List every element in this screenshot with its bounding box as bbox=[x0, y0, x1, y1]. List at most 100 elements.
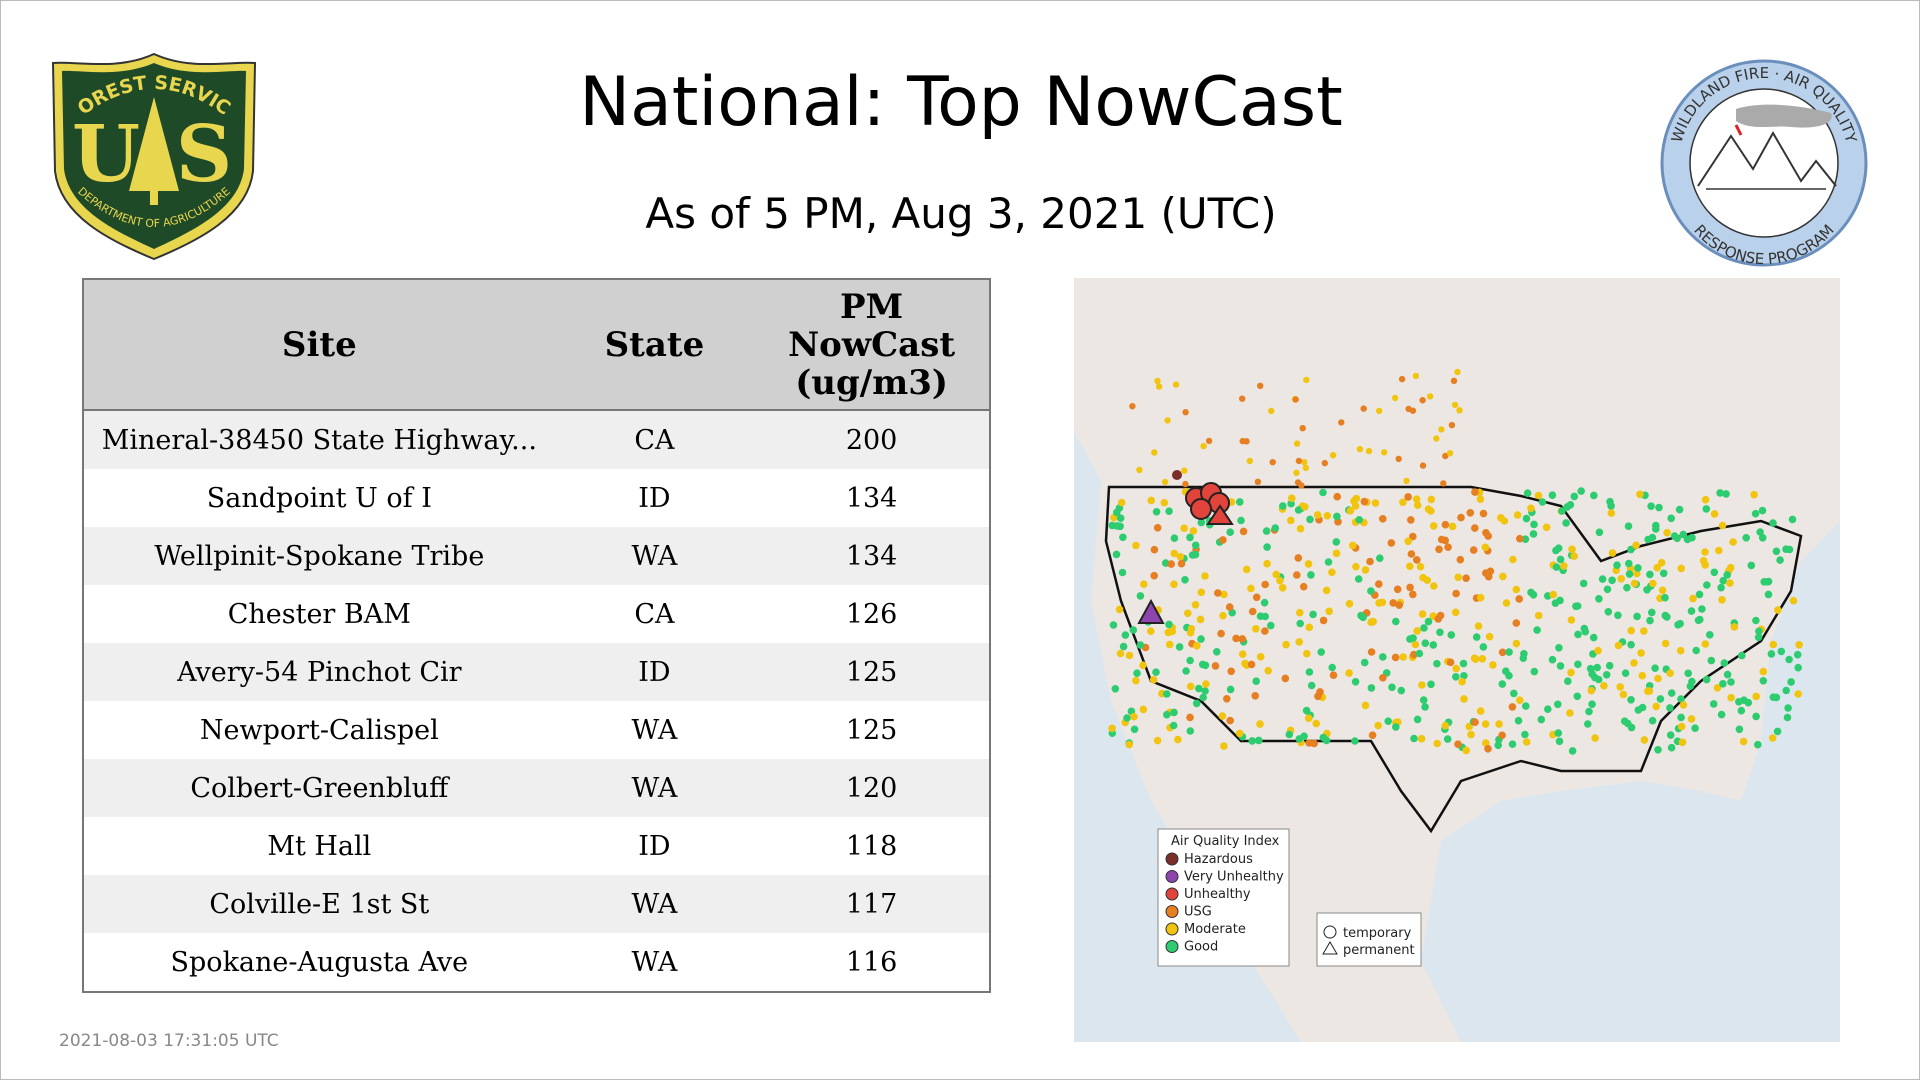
site-dot bbox=[1170, 534, 1179, 542]
site-dot bbox=[1248, 737, 1256, 745]
site-dot bbox=[1458, 677, 1466, 686]
site-dot bbox=[1161, 478, 1169, 486]
site-dot bbox=[1409, 634, 1417, 642]
site-dot bbox=[1415, 649, 1424, 658]
site-cell: Newport-Calispel bbox=[83, 701, 555, 759]
site-dot bbox=[1702, 675, 1711, 684]
site-dot bbox=[1630, 579, 1639, 588]
table-row: Sandpoint U of I ID 134 bbox=[83, 469, 990, 527]
site-dot bbox=[1261, 627, 1269, 635]
legend-swatch bbox=[1165, 852, 1179, 866]
site-dot bbox=[1466, 509, 1475, 517]
site-dot bbox=[1322, 586, 1331, 595]
site-dot bbox=[1566, 709, 1574, 717]
site-dot bbox=[1476, 707, 1485, 715]
site-dot bbox=[1614, 611, 1622, 620]
legend-label: Unhealthy bbox=[1184, 887, 1251, 902]
site-dot bbox=[1217, 629, 1225, 638]
site-dot bbox=[1305, 668, 1314, 676]
site-dot bbox=[1607, 509, 1616, 517]
site-dot bbox=[1360, 497, 1369, 506]
site-dot bbox=[1424, 505, 1433, 513]
site-dot bbox=[1441, 536, 1449, 545]
site-dot bbox=[1481, 543, 1490, 552]
site-dot bbox=[1742, 534, 1750, 542]
site-dot bbox=[1219, 536, 1227, 544]
site-dot bbox=[1608, 549, 1617, 557]
site-dot bbox=[1379, 674, 1387, 682]
site-dot bbox=[1494, 741, 1502, 750]
forest-service-logo: FOREST SERVICE U S DEPARTMENT OF AGRICUL… bbox=[1, 1, 257, 261]
site-dot bbox=[1481, 720, 1490, 728]
site-dot bbox=[1152, 668, 1160, 676]
site-dot bbox=[1713, 684, 1722, 692]
legend-swatch bbox=[1165, 922, 1179, 936]
site-dot bbox=[1447, 631, 1456, 639]
site-dot bbox=[1735, 725, 1744, 734]
table-row: Mt Hall ID 118 bbox=[83, 817, 990, 875]
site-triangle bbox=[1206, 504, 1234, 525]
site-dot bbox=[1573, 692, 1582, 701]
site-dot bbox=[1307, 571, 1315, 579]
site-dot bbox=[1175, 643, 1184, 651]
state-cell: ID bbox=[554, 643, 755, 701]
site-dot bbox=[1570, 552, 1578, 560]
site-dot bbox=[1632, 541, 1640, 550]
site-dot bbox=[1585, 707, 1593, 716]
site-dot bbox=[1479, 643, 1488, 651]
site-dot bbox=[1184, 609, 1192, 618]
site-dot bbox=[1430, 582, 1438, 590]
site-dot bbox=[1147, 627, 1155, 635]
shape-label: permanent bbox=[1343, 943, 1415, 958]
site-dot bbox=[1181, 576, 1189, 584]
site-dot bbox=[1304, 714, 1313, 723]
site-dot bbox=[1627, 626, 1635, 635]
site-dot bbox=[1295, 735, 1304, 743]
site-dot bbox=[1132, 676, 1140, 685]
site-dot bbox=[1421, 703, 1429, 711]
site-dot bbox=[1418, 610, 1427, 618]
site-dot bbox=[1667, 743, 1676, 752]
site-dot bbox=[1433, 739, 1441, 748]
site-dot bbox=[1165, 640, 1174, 649]
site-dot bbox=[1119, 533, 1127, 542]
value-cell: 117 bbox=[754, 875, 990, 933]
table-row: Wellpinit-Spokane Tribe WA 134 bbox=[83, 527, 990, 585]
site-dot bbox=[1328, 663, 1336, 672]
site-dot bbox=[1302, 464, 1310, 472]
site-dot bbox=[1139, 705, 1148, 714]
site-dot bbox=[1133, 669, 1141, 677]
site-dot bbox=[1168, 627, 1177, 636]
site-dot bbox=[1484, 572, 1493, 581]
site-dot bbox=[1220, 590, 1228, 599]
site-dot bbox=[1392, 723, 1400, 731]
site-dot bbox=[1387, 539, 1396, 547]
site-dot bbox=[1328, 568, 1336, 577]
site-dot bbox=[1413, 715, 1422, 724]
site-dot bbox=[1163, 690, 1171, 698]
site-dot bbox=[1419, 696, 1428, 704]
site-dot bbox=[1152, 508, 1161, 516]
site-dot bbox=[1189, 527, 1198, 535]
site-dot bbox=[1227, 667, 1235, 676]
site-dot bbox=[1248, 607, 1257, 616]
site-dot bbox=[1111, 685, 1120, 693]
site-dot bbox=[1429, 641, 1438, 649]
site-dot bbox=[1754, 633, 1763, 642]
site-dot bbox=[1416, 562, 1425, 571]
value-cell: 116 bbox=[754, 933, 990, 992]
table-row: Colville-E 1st St WA 117 bbox=[83, 875, 990, 933]
site-dot bbox=[1784, 704, 1792, 712]
site-dot bbox=[1406, 562, 1414, 571]
site-dot bbox=[1684, 669, 1692, 678]
site-dot bbox=[1379, 515, 1387, 523]
site-dot bbox=[1446, 658, 1455, 667]
site-dot bbox=[1356, 445, 1364, 453]
site-dot bbox=[1677, 695, 1685, 703]
site-dot bbox=[1695, 590, 1704, 599]
site-dot bbox=[1129, 626, 1138, 634]
site-dot bbox=[1329, 452, 1337, 459]
site-dot bbox=[1267, 621, 1275, 630]
legend-label: Good bbox=[1184, 940, 1218, 955]
site-dot bbox=[1170, 580, 1178, 589]
